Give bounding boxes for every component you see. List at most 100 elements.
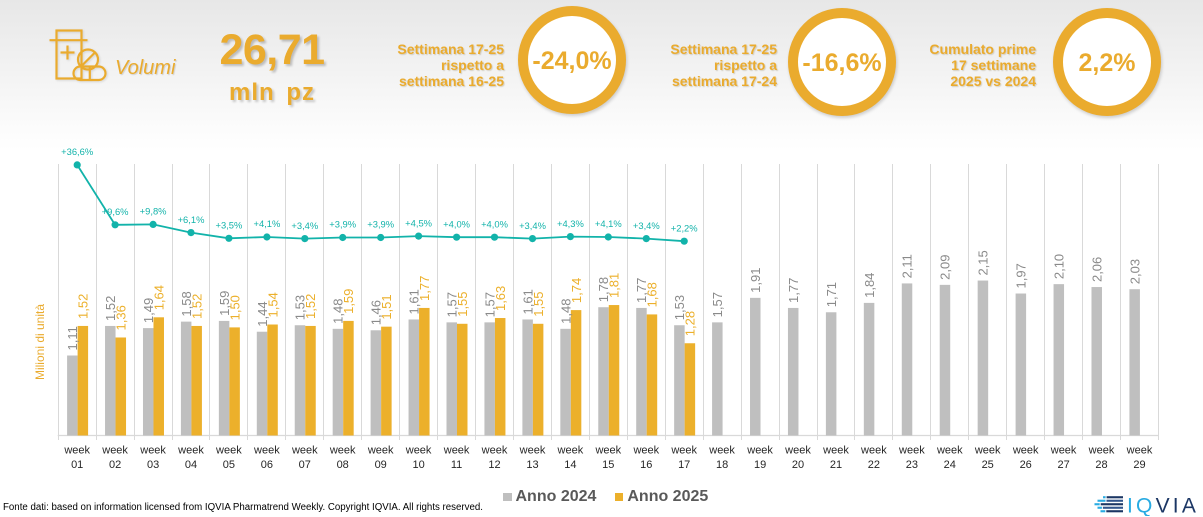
svg-text:week: week	[443, 445, 470, 457]
svg-text:1,81: 1,81	[607, 273, 622, 298]
svg-text:+9,6%: +9,6%	[102, 206, 129, 217]
svg-text:22: 22	[868, 459, 880, 471]
svg-text:08: 08	[337, 459, 349, 471]
svg-text:1,57: 1,57	[482, 292, 497, 317]
svg-text:week: week	[367, 445, 394, 457]
svg-text:09: 09	[375, 459, 387, 471]
svg-text:week: week	[215, 445, 242, 457]
svg-text:week: week	[253, 445, 280, 457]
svg-text:IQVIA: IQVIA	[1127, 495, 1199, 517]
svg-text:+3,9%: +3,9%	[367, 219, 394, 230]
svg-text:1,77: 1,77	[634, 278, 649, 303]
svg-text:1,44: 1,44	[255, 301, 270, 326]
svg-text:+4,1%: +4,1%	[253, 218, 280, 229]
svg-text:1,54: 1,54	[265, 292, 280, 317]
svg-text:+3,9%: +3,9%	[329, 219, 356, 230]
svg-text:week: week	[1088, 445, 1115, 457]
svg-text:1,49: 1,49	[141, 298, 156, 323]
svg-text:week: week	[670, 445, 697, 457]
svg-text:05: 05	[223, 459, 235, 471]
svg-text:week: week	[329, 445, 356, 457]
svg-text:1,28: 1,28	[683, 311, 698, 336]
svg-text:11: 11	[451, 459, 462, 471]
svg-text:+3,4%: +3,4%	[519, 220, 546, 231]
svg-text:1,59: 1,59	[341, 289, 356, 314]
svg-text:1,97: 1,97	[1014, 263, 1029, 288]
svg-text:week: week	[405, 445, 432, 457]
svg-text:06: 06	[261, 459, 273, 471]
svg-text:1,51: 1,51	[379, 294, 394, 319]
svg-text:+4,1%: +4,1%	[595, 218, 622, 229]
svg-text:1,74: 1,74	[569, 278, 584, 303]
svg-text:26: 26	[1020, 459, 1032, 471]
svg-text:2,06: 2,06	[1089, 257, 1104, 282]
svg-text:2,10: 2,10	[1051, 254, 1066, 279]
svg-text:week: week	[632, 445, 659, 457]
svg-text:20: 20	[792, 459, 804, 471]
svg-text:+6,1%: +6,1%	[178, 214, 205, 225]
svg-text:1,52: 1,52	[76, 294, 91, 319]
svg-text:week: week	[746, 445, 773, 457]
svg-text:week: week	[481, 445, 508, 457]
svg-text:1,53: 1,53	[293, 295, 308, 320]
svg-text:week: week	[177, 445, 204, 457]
svg-text:week: week	[822, 445, 849, 457]
svg-text:week: week	[708, 445, 735, 457]
svg-text:1,46: 1,46	[369, 300, 384, 325]
svg-text:2,09: 2,09	[938, 255, 953, 280]
svg-text:1,77: 1,77	[417, 276, 432, 301]
svg-text:14: 14	[564, 459, 576, 471]
svg-text:1,61: 1,61	[407, 289, 422, 314]
svg-text:week: week	[291, 445, 318, 457]
svg-text:+4,3%: +4,3%	[557, 218, 584, 229]
svg-text:19: 19	[754, 459, 766, 471]
svg-text:25: 25	[982, 459, 994, 471]
svg-text:+9,8%: +9,8%	[140, 206, 167, 217]
svg-text:04: 04	[185, 459, 197, 471]
svg-text:+4,0%: +4,0%	[443, 218, 470, 229]
svg-text:week: week	[860, 445, 887, 457]
svg-text:1,48: 1,48	[331, 299, 346, 324]
svg-text:week: week	[1012, 445, 1039, 457]
svg-text:week: week	[936, 445, 963, 457]
svg-text:week: week	[784, 445, 811, 457]
svg-text:2,03: 2,03	[1127, 259, 1142, 284]
svg-text:1,36: 1,36	[113, 305, 128, 330]
svg-text:week: week	[101, 445, 128, 457]
svg-text:+3,5%: +3,5%	[215, 220, 242, 231]
svg-text:week: week	[139, 445, 166, 457]
svg-text:+36,6%: +36,6%	[61, 146, 93, 157]
svg-text:1,50: 1,50	[227, 295, 242, 320]
svg-text:week: week	[519, 445, 546, 457]
svg-text:week: week	[1050, 445, 1077, 457]
svg-text:02: 02	[109, 459, 121, 471]
svg-text:1,58: 1,58	[179, 291, 194, 316]
svg-text:week: week	[63, 445, 90, 457]
svg-text:1,84: 1,84	[862, 273, 877, 298]
svg-text:29: 29	[1133, 459, 1145, 471]
svg-text:23: 23	[906, 459, 918, 471]
svg-text:03: 03	[147, 459, 159, 471]
svg-text:1,57: 1,57	[444, 292, 459, 317]
svg-text:1,68: 1,68	[645, 282, 660, 307]
svg-text:1,63: 1,63	[493, 286, 508, 311]
svg-text:16: 16	[640, 459, 652, 471]
svg-text:10: 10	[412, 459, 424, 471]
svg-text:week: week	[557, 445, 584, 457]
svg-text:week: week	[1126, 445, 1153, 457]
svg-text:15: 15	[602, 459, 614, 471]
svg-text:2,11: 2,11	[900, 254, 915, 278]
svg-text:24: 24	[944, 459, 956, 471]
svg-text:week: week	[898, 445, 925, 457]
svg-text:1,11: 1,11	[65, 326, 80, 350]
svg-text:12: 12	[488, 459, 500, 471]
svg-text:+3,4%: +3,4%	[291, 220, 318, 231]
svg-text:1,55: 1,55	[531, 291, 546, 316]
svg-text:week: week	[594, 445, 621, 457]
svg-text:Milioni di unità: Milioni di unità	[33, 304, 47, 380]
svg-text:1,59: 1,59	[217, 291, 232, 316]
svg-text:1,52: 1,52	[303, 294, 318, 319]
svg-text:1,57: 1,57	[710, 292, 725, 317]
svg-text:21: 21	[830, 459, 842, 471]
svg-text:13: 13	[526, 459, 538, 471]
